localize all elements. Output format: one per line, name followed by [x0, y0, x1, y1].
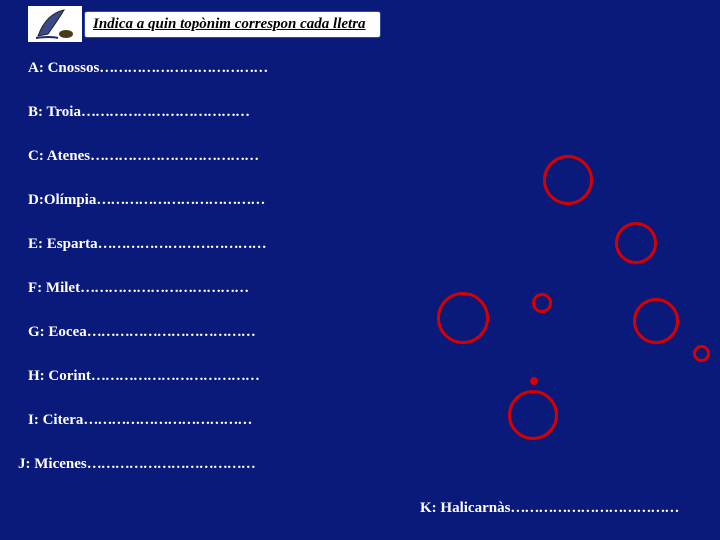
items-list: A: Cnossos B: Troia C: Atenes D:Olímpia …	[28, 60, 267, 500]
item-g: G: Eocea	[28, 324, 267, 341]
item-label: C: Atenes	[28, 148, 90, 164]
item-label: D:Olímpia	[28, 192, 96, 208]
item-e: E: Esparta	[28, 236, 267, 253]
header: Indica a quin topònim correspon cada lle…	[28, 6, 381, 42]
item-h: H: Corint	[28, 368, 267, 385]
item-k: K: Halicarnàs	[420, 500, 678, 517]
exercise-title: Indica a quin topònim correspon cada lle…	[84, 11, 381, 38]
item-label: J: Micenes	[18, 456, 87, 472]
item-label: I: Citera	[28, 412, 83, 428]
item-j: J: Micenes	[18, 456, 267, 473]
map-circle	[693, 345, 710, 362]
item-d: D:Olímpia	[28, 192, 267, 209]
item-a: A: Cnossos	[28, 60, 267, 77]
item-label: B: Troia	[28, 104, 81, 120]
item-label: G: Eocea	[28, 324, 87, 340]
quill-icon	[28, 6, 82, 42]
map-circle	[543, 155, 593, 205]
item-f: F: Milet	[28, 280, 267, 297]
item-c: C: Atenes	[28, 148, 267, 165]
item-label: A: Cnossos	[28, 60, 99, 76]
map-circle	[530, 377, 538, 385]
item-label: H: Corint	[28, 368, 91, 384]
map-circle	[633, 298, 679, 344]
map-circle	[532, 293, 552, 313]
map-circle	[615, 222, 657, 264]
item-i: I: Citera	[28, 412, 267, 429]
map-circle	[508, 390, 558, 440]
map-circle	[437, 292, 489, 344]
item-label: E: Esparta	[28, 236, 98, 252]
item-b: B: Troia	[28, 104, 267, 121]
item-label: F: Milet	[28, 280, 80, 296]
